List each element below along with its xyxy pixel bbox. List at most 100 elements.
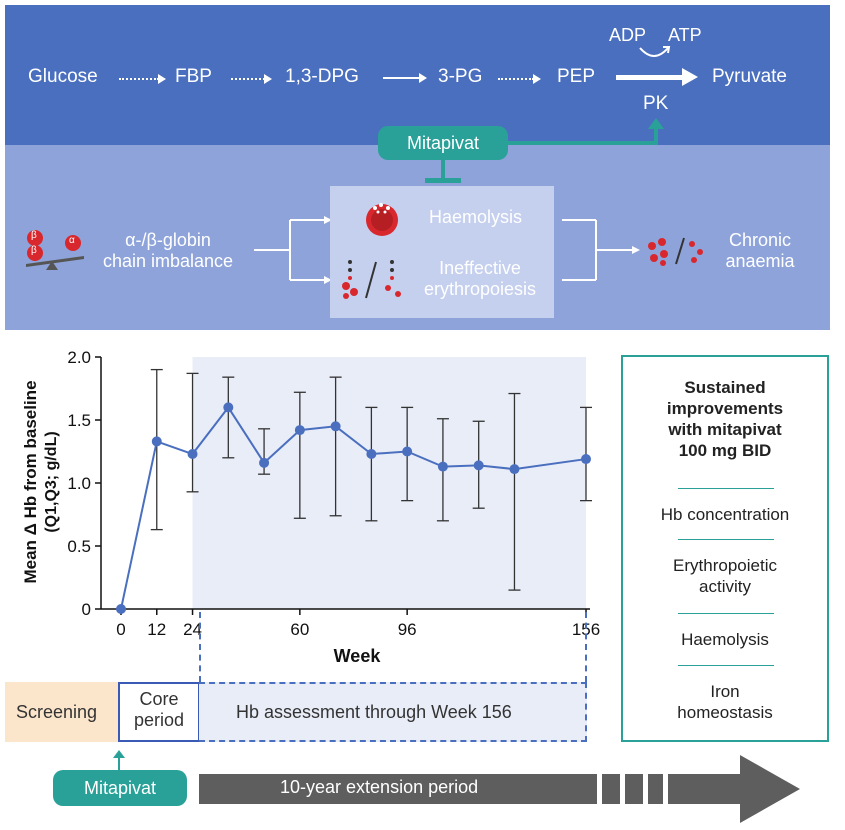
panel-divider-1 bbox=[678, 488, 774, 489]
y-tick-label: 1.5 bbox=[67, 411, 91, 430]
dotted-arrow-2 bbox=[231, 78, 265, 80]
glycolysis-pathway-band bbox=[5, 5, 830, 145]
data-point bbox=[151, 436, 162, 447]
core-period-label: Core period bbox=[118, 689, 200, 731]
adp-label: ADP bbox=[609, 25, 647, 45]
glucose-label: Glucose bbox=[28, 66, 98, 87]
globin-imbalance-label: α-/β-globin chain imbalance bbox=[88, 230, 248, 272]
sustained-improvements-panel: Sustained improvements with mitapivat 10… bbox=[621, 355, 829, 742]
start-marker-line bbox=[118, 756, 120, 770]
data-point bbox=[437, 461, 448, 472]
x-tick-label: 60 bbox=[290, 620, 309, 639]
ineffective-line2: erythropoiesis bbox=[423, 279, 537, 299]
panel-item-erythropoietic-activity: Erythropoietic activity bbox=[623, 555, 827, 597]
iron-line2: homeostasis bbox=[677, 703, 773, 722]
extension-arrowhead bbox=[740, 755, 800, 823]
solid-arrow-3 bbox=[383, 77, 421, 79]
extension-segment-3 bbox=[648, 774, 663, 804]
y-axis-label-line2: (Q1,Q3; g/dL) bbox=[43, 431, 60, 532]
pk-arrow-shaft bbox=[616, 75, 684, 80]
extension-bar-tail bbox=[668, 774, 740, 804]
data-point bbox=[259, 457, 270, 468]
panel-title: Sustained improvements with mitapivat 10… bbox=[623, 377, 827, 461]
screening-period bbox=[5, 682, 119, 742]
core-period bbox=[118, 682, 200, 742]
dotted-arrow-4 bbox=[498, 78, 534, 80]
extension-segment-1 bbox=[602, 774, 620, 804]
dpg-label: 1,3-DPG bbox=[285, 66, 359, 87]
pyruvate-label: Pyruvate bbox=[712, 66, 787, 87]
mitapivat-badge: Mitapivat bbox=[378, 126, 508, 160]
data-point bbox=[187, 449, 198, 460]
core-line2: period bbox=[133, 710, 185, 730]
atp-label: ATP bbox=[668, 25, 702, 45]
activation-arrowhead bbox=[648, 118, 664, 129]
x-tick-label: 96 bbox=[398, 620, 417, 639]
chronic-line1: Chronic bbox=[728, 230, 792, 250]
inhibition-line bbox=[441, 160, 445, 180]
chronic-line2: anaemia bbox=[725, 251, 795, 271]
hb-assessment-period bbox=[199, 682, 587, 742]
fbp-label: FBP bbox=[175, 66, 212, 87]
activation-line-vertical bbox=[654, 128, 658, 145]
merge-arrows-right bbox=[562, 219, 640, 281]
beta-chain-label-2: β bbox=[31, 245, 37, 256]
iron-line1: Iron bbox=[710, 682, 740, 701]
y-axis-label-line1: Mean Δ Hb from baseline bbox=[21, 380, 40, 583]
globin-imbalance-line1: α-/β-globin bbox=[125, 230, 211, 250]
arrowhead-3 bbox=[419, 73, 427, 83]
panel-item-hb-concentration: Hb concentration bbox=[660, 505, 790, 524]
x-tick-label: 0 bbox=[116, 620, 125, 639]
extension-period-bar bbox=[199, 774, 597, 804]
panel-divider-3 bbox=[678, 613, 774, 614]
pk-arrowhead bbox=[682, 68, 698, 86]
panel-item-iron-homeostasis: Iron homeostasis bbox=[623, 681, 827, 723]
data-point bbox=[473, 460, 484, 471]
ineffective-erythropoiesis-label: Ineffective erythropoiesis bbox=[410, 258, 550, 300]
mitapivat-start-badge: Mitapivat bbox=[53, 770, 187, 806]
panel-title-line4: 100 mg BID bbox=[678, 441, 772, 460]
data-point bbox=[581, 454, 591, 465]
dotted-arrow-1 bbox=[119, 78, 159, 80]
panel-title-line2: improvements bbox=[666, 399, 784, 418]
y-tick-label: 1.0 bbox=[67, 474, 91, 493]
haemolysis-label: Haemolysis bbox=[429, 207, 523, 227]
activation-line bbox=[508, 141, 658, 145]
data-point bbox=[330, 421, 341, 432]
extension-period-label: 10-year extension period bbox=[280, 777, 479, 797]
panel-title-line3: with mitapivat bbox=[668, 420, 782, 439]
ineffective-line1: Ineffective bbox=[439, 258, 521, 278]
data-point bbox=[366, 449, 377, 460]
week156-guide bbox=[585, 612, 587, 682]
chronic-anaemia-icon bbox=[648, 237, 703, 266]
alpha-chain-label: α bbox=[69, 235, 75, 246]
extension-shaded-region bbox=[192, 357, 587, 609]
start-marker-arrowhead bbox=[113, 750, 125, 758]
panel-item-haemolysis: Haemolysis bbox=[681, 630, 769, 649]
adp-atp-curved-arrow bbox=[639, 46, 671, 57]
data-point bbox=[116, 604, 126, 614]
chronic-anaemia-label: Chronic anaemia bbox=[710, 230, 810, 272]
x-tick-label: 12 bbox=[147, 620, 166, 639]
extension-segment-2 bbox=[625, 774, 643, 804]
arrowhead-1 bbox=[158, 74, 166, 84]
globin-imbalance-line2: chain imbalance bbox=[102, 251, 234, 271]
x-tick-label: 24 bbox=[183, 620, 202, 639]
haemolysis-cell-icon bbox=[366, 203, 398, 236]
data-point bbox=[223, 402, 234, 413]
erythropoietic-line2: activity bbox=[699, 577, 751, 596]
x-axis-label: Week bbox=[334, 646, 382, 666]
panel-title-line1: Sustained bbox=[684, 378, 766, 397]
data-point bbox=[509, 464, 520, 475]
data-point bbox=[402, 446, 413, 457]
ineffective-erythropoiesis-icon bbox=[342, 260, 401, 299]
week24-guide bbox=[199, 612, 201, 682]
screening-label: Screening bbox=[16, 702, 98, 722]
panel-divider-2 bbox=[678, 539, 774, 540]
arrowhead-2 bbox=[264, 74, 272, 84]
panel-divider-4 bbox=[678, 665, 774, 666]
hb-change-line-chart: 00.51.01.52.00 12 24 60 96 156 Week Mean Δ Hb… bbox=[21, 348, 600, 666]
pk-label: PK bbox=[643, 93, 669, 114]
data-point bbox=[294, 425, 305, 436]
globin-seesaw-icon bbox=[26, 230, 84, 270]
